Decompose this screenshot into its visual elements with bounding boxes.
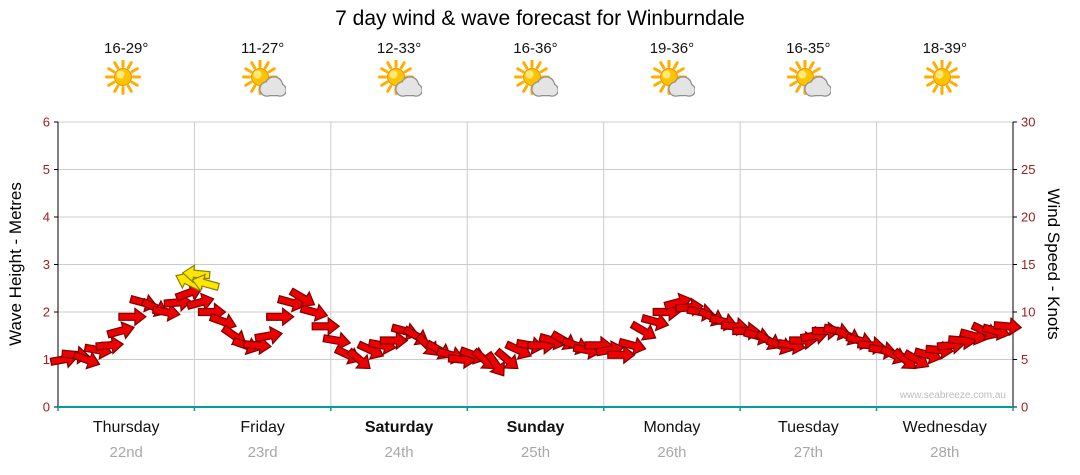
wave-height-tick-label: 2 — [43, 305, 50, 320]
weather-icon — [650, 59, 696, 97]
cloud-icon — [395, 76, 423, 97]
day-name: Wednesday — [902, 419, 987, 436]
sun-icon — [105, 59, 142, 95]
day-label: Tuesday 27th — [740, 419, 876, 461]
day-forecast-header: 11-27° — [194, 40, 330, 105]
wave-height-tick-label: 5 — [43, 162, 50, 177]
temperature-range: 12-33° — [376, 40, 422, 57]
wind-arrow — [105, 318, 137, 344]
day-forecast-header: 19-36° — [604, 40, 740, 105]
wind-speed-tick-label: 20 — [1021, 210, 1035, 225]
axes — [54, 121, 1017, 411]
wind-speed-tick-label: 0 — [1021, 400, 1028, 415]
day-date: 25th — [520, 444, 551, 461]
day-date: 23rd — [247, 444, 278, 461]
day-forecast-header: 16-35° — [740, 40, 876, 105]
watermark: www.seabreeze.com.au — [899, 390, 1006, 401]
day-name: Tuesday — [777, 419, 839, 436]
day-forecast-header: 16-36° — [467, 40, 603, 105]
day-label: Saturday 24th — [331, 419, 467, 461]
sun-icon — [923, 59, 960, 95]
wind-speed-tick-label: 30 — [1021, 115, 1035, 130]
temperature-range: 16-35° — [786, 40, 831, 57]
chart-title: 7 day wind & wave forecast for Winburnda… — [335, 7, 745, 30]
temperature-range: 19-36° — [649, 40, 695, 57]
day-forecast-header: 12-33° — [331, 40, 467, 105]
day-label: Wednesday 28th — [877, 419, 1013, 461]
cloud-icon — [531, 76, 560, 97]
temperature-range: 16-29° — [104, 40, 149, 57]
gridlines — [58, 121, 1013, 407]
cloud-icon — [258, 76, 287, 97]
day-date: 22nd — [109, 444, 143, 461]
day-forecast-header: 18-39° — [877, 40, 1013, 105]
wave-height-tick-label: 1 — [43, 352, 50, 367]
wave-height-tick-label: 6 — [43, 115, 50, 130]
cloud-icon — [804, 76, 833, 97]
wind-arrow — [266, 307, 295, 326]
day-label: Thursday 22nd — [58, 419, 194, 461]
wind-speed-tick-label: 10 — [1021, 305, 1035, 320]
cloud-icon — [668, 76, 696, 97]
wind-speed-tick-label: 25 — [1021, 162, 1035, 177]
day-name: Saturday — [364, 419, 434, 436]
day-label: Monday 26th — [604, 419, 740, 461]
day-label: Friday 23rd — [194, 419, 330, 461]
wave-height-tick-label: 4 — [43, 210, 50, 225]
day-name: Friday — [240, 419, 285, 436]
wave-height-tick-label: 0 — [43, 400, 50, 415]
day-name: Thursday — [92, 419, 160, 436]
weather-icon — [105, 59, 142, 95]
day-date: 27th — [793, 444, 823, 461]
day-label: Sunday 25th — [467, 419, 603, 461]
day-date: 28th — [930, 444, 960, 461]
temperature-range: 11-27° — [241, 40, 285, 57]
weather-icon — [787, 59, 833, 97]
wind-speed-tick-label: 5 — [1021, 352, 1028, 367]
day-name: Monday — [643, 419, 701, 436]
weather-icon — [378, 59, 423, 97]
day-date: 26th — [657, 444, 687, 461]
day-forecast-header: 16-29° — [58, 40, 194, 105]
weather-icon — [514, 59, 560, 97]
wind-speed-tick-label: 15 — [1021, 257, 1035, 272]
weather-icon — [923, 59, 960, 95]
day-date: 24th — [384, 444, 414, 461]
temperature-range: 16-36° — [513, 40, 558, 57]
axis-tick-labels: 0 01 52 103 154 205 256 30 — [43, 115, 1036, 415]
temperature-range: 18-39° — [922, 40, 967, 57]
weather-icon — [241, 59, 287, 97]
wave-height-tick-label: 3 — [43, 257, 50, 272]
day-name: Sunday — [506, 419, 565, 436]
